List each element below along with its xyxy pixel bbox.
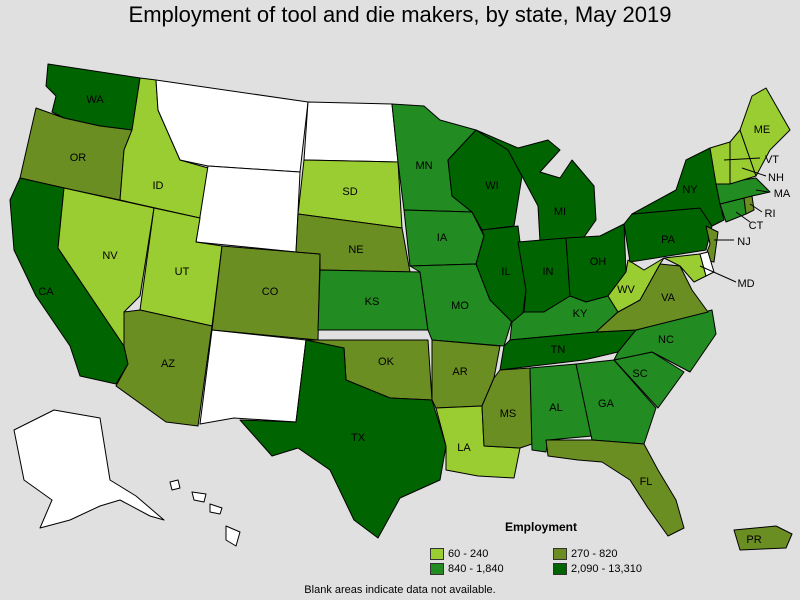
leader-ct — [735, 211, 751, 223]
legend-label-1: 60 - 240 — [448, 548, 489, 560]
legend-swatch-2 — [553, 548, 567, 560]
label-ga: GA — [598, 398, 615, 410]
label-sc: SC — [632, 368, 647, 380]
label-tx: TX — [351, 432, 366, 444]
label-mn: MN — [415, 160, 432, 172]
leader-md — [699, 265, 737, 283]
label-pa: PA — [661, 234, 676, 246]
map-title: Employment of tool and die makers, by st… — [128, 2, 672, 27]
label-me: ME — [754, 124, 771, 136]
label-la: LA — [457, 442, 471, 454]
legend-label-3: 840 - 1,840 — [448, 563, 504, 575]
leader-ri — [749, 203, 763, 213]
legend-item-1: 60 - 240 — [430, 548, 488, 560]
leader-vt — [723, 157, 761, 161]
leader-nh — [741, 167, 767, 177]
label-oh: OH — [590, 256, 607, 268]
label-wv: WV — [617, 284, 635, 296]
label-vt: VT — [765, 154, 779, 166]
state-ak[interactable] — [13, 409, 165, 529]
label-ms: MS — [500, 408, 517, 420]
label-ct: CT — [749, 220, 764, 232]
label-in: IN — [543, 266, 554, 278]
label-fl: FL — [640, 476, 653, 488]
leader-ma — [755, 189, 769, 193]
label-ca: CA — [38, 286, 54, 298]
label-ok: OK — [378, 356, 395, 368]
label-tn: TN — [551, 344, 566, 356]
label-md: MD — [737, 278, 754, 290]
label-ny: NY — [682, 184, 698, 196]
label-ri: RI — [765, 208, 776, 220]
state-pr[interactable] — [733, 525, 793, 551]
state-nd[interactable] — [303, 101, 399, 163]
label-mi: MI — [554, 206, 566, 218]
label-pr: PR — [746, 534, 761, 546]
legend-item-2: 270 - 820 — [553, 548, 617, 560]
state-mt[interactable] — [155, 79, 309, 173]
state-ms[interactable] — [481, 367, 533, 449]
label-or: OR — [70, 152, 87, 164]
label-az: AZ — [161, 358, 175, 370]
label-wa: WA — [86, 94, 104, 106]
label-ma: MA — [774, 188, 791, 200]
state-ga[interactable] — [575, 359, 657, 445]
state-mi[interactable] — [475, 129, 597, 243]
state-me[interactable] — [739, 87, 791, 177]
label-ia: IA — [437, 232, 448, 244]
state-hi[interactable] — [169, 479, 241, 547]
legend-item-3: 840 - 1,840 — [430, 563, 504, 575]
legend-label-4: 2,090 - 13,310 — [571, 563, 642, 575]
legend-title: Employment — [505, 520, 578, 534]
label-va: VA — [661, 292, 676, 304]
label-al: AL — [549, 402, 562, 414]
label-nh: NH — [768, 172, 784, 184]
legend-swatch-3 — [430, 563, 444, 575]
state-fl[interactable] — [545, 439, 685, 537]
label-ne: NE — [348, 244, 363, 256]
legend-label-2: 270 - 820 — [571, 548, 618, 560]
footnote: Blank areas indicate data not available. — [304, 584, 496, 596]
label-nj: NJ — [737, 236, 750, 248]
state-nm[interactable] — [199, 329, 307, 425]
label-nv: NV — [102, 250, 118, 262]
state-wy[interactable] — [195, 165, 301, 253]
legend-swatch-4 — [553, 563, 567, 575]
state-az[interactable] — [115, 309, 213, 427]
label-id: ID — [153, 180, 164, 192]
state-tx[interactable] — [239, 339, 447, 539]
legend-item-4: 2,090 - 13,310 — [553, 563, 642, 575]
legend-swatch-1 — [430, 548, 444, 560]
label-co: CO — [262, 286, 279, 298]
label-ut: UT — [175, 266, 190, 278]
label-mo: MO — [451, 300, 469, 312]
label-wi: WI — [485, 180, 498, 192]
label-ar: AR — [452, 366, 467, 378]
label-sd: SD — [342, 186, 357, 198]
label-ky: KY — [573, 308, 588, 320]
label-ks: KS — [365, 296, 380, 308]
state-ri[interactable] — [743, 195, 755, 215]
label-nc: NC — [658, 334, 674, 346]
label-il: IL — [501, 266, 510, 278]
state-md[interactable] — [663, 253, 707, 283]
